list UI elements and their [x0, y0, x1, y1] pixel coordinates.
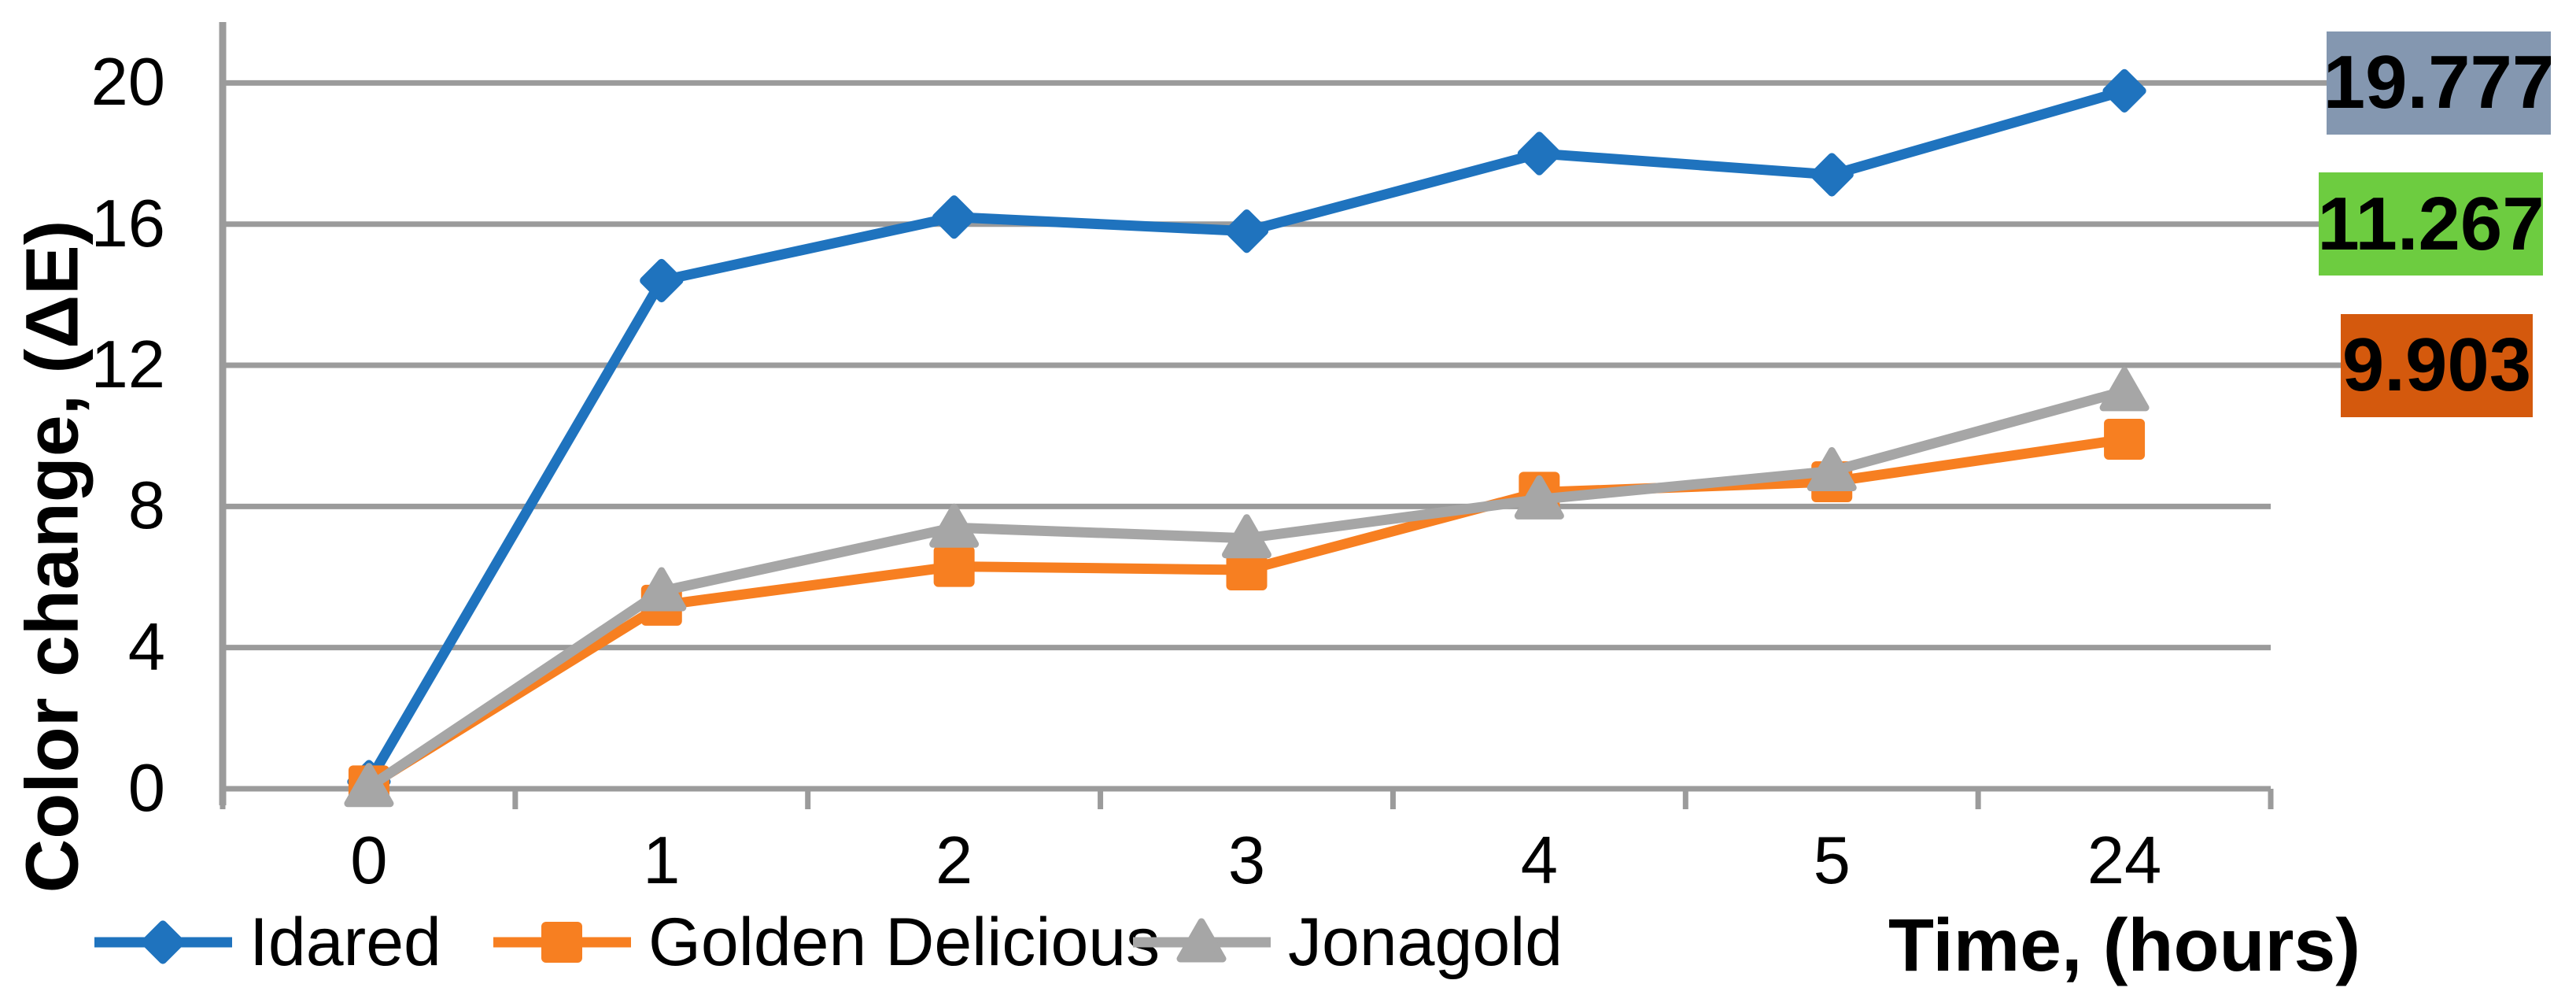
- y-tick-label: 4: [127, 609, 165, 685]
- legend-label: Idared: [249, 904, 441, 980]
- data-point-marker: [637, 567, 687, 612]
- data-point-marker: [1807, 447, 1857, 492]
- y-tick-label: 20: [90, 45, 165, 120]
- data-point-marker: [2104, 419, 2146, 461]
- legend-item-idared: Idared: [94, 904, 441, 980]
- x-tick-label: 4: [1520, 823, 1558, 898]
- legend-item-golden-delicious: Golden Delicious: [493, 904, 1160, 980]
- value-label-idared: 19.777: [2323, 31, 2554, 135]
- data-point-marker: [1517, 131, 1561, 176]
- data-point-marker: [2102, 68, 2146, 113]
- diamond-marker-icon: [94, 920, 232, 964]
- data-point-marker: [1222, 514, 1271, 559]
- data-point-marker: [932, 195, 976, 239]
- triangle-marker-icon: [1133, 918, 1271, 963]
- square-marker-icon: [493, 922, 631, 963]
- legend-item-jonagold: Jonagold: [1133, 904, 1563, 980]
- data-point-marker: [1514, 475, 1564, 520]
- x-tick-label: 2: [936, 823, 973, 898]
- series-line: [364, 86, 2126, 785]
- data-point-marker: [1810, 153, 1854, 197]
- x-tick-label: 3: [1227, 823, 1266, 898]
- legend-label: Golden Delicious: [648, 904, 1161, 980]
- x-tick-label: 24: [2087, 823, 2162, 898]
- value-label-jonagold: 11.267: [2317, 172, 2545, 276]
- y-tick-label: 12: [90, 327, 165, 403]
- data-point-marker: [2099, 367, 2150, 412]
- x-tick-label: 1: [643, 823, 681, 898]
- series-golden-delicious: [348, 419, 2146, 807]
- data-point-marker: [1176, 918, 1227, 963]
- x-tick-label: 0: [350, 823, 388, 898]
- data-point-marker: [141, 920, 185, 964]
- x-axis-title: Time, (hours): [1888, 904, 2360, 987]
- data-point-marker: [640, 258, 684, 303]
- value-label-golden-delicious: 9.903: [2341, 313, 2533, 417]
- legend-label: Jonagold: [1288, 904, 1563, 980]
- data-point-marker: [541, 922, 582, 963]
- series-idared: [347, 68, 2146, 804]
- series-jonagold: [344, 367, 2150, 808]
- data-point-marker: [1226, 549, 1268, 591]
- x-tick-label: 5: [1813, 823, 1851, 898]
- y-tick-label: 8: [127, 468, 165, 544]
- data-point-marker: [1224, 209, 1269, 253]
- y-tick-label: 16: [90, 186, 165, 261]
- y-tick-label: 0: [127, 751, 165, 826]
- data-point-marker: [933, 546, 975, 587]
- data-point-marker: [929, 503, 980, 548]
- data-point-marker: [344, 763, 394, 808]
